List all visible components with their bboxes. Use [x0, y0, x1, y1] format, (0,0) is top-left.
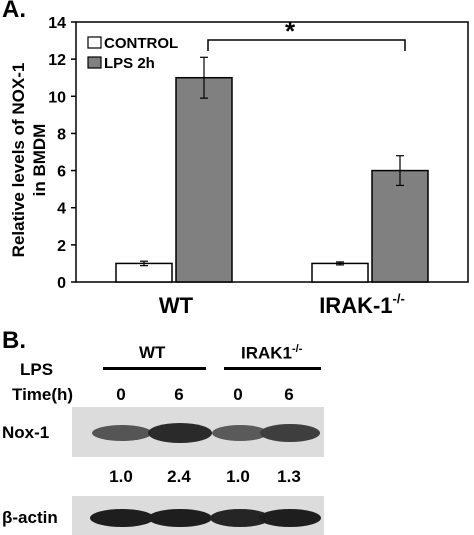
group-line-irak1: [224, 367, 321, 370]
significance-star: *: [285, 16, 296, 46]
row-label-lps: LPS: [20, 360, 54, 379]
nox1-value: 1.0: [226, 467, 250, 486]
panel-a-label: A.: [2, 0, 26, 23]
x-category-irak1: IRAK-1-/-: [319, 291, 405, 318]
time-label: 0: [233, 385, 243, 404]
time-label: 6: [174, 385, 184, 404]
legend-swatch-lps: [87, 56, 102, 69]
y-tick-label: 2: [57, 238, 66, 255]
y-tick-label: 10: [48, 89, 66, 106]
nox1-blot-image: [72, 407, 324, 457]
significance-bracket: [207, 39, 406, 51]
blot-label-beta-actin: β-actin: [2, 508, 58, 527]
y-tick-label: 12: [48, 52, 66, 69]
y-tick-label: 4: [57, 201, 66, 218]
y-tick-label: 14: [48, 15, 66, 32]
panel-b-label: B.: [2, 327, 26, 354]
row-label-time: Time(h): [12, 385, 74, 404]
time-label: 6: [284, 385, 294, 404]
time-label: 0: [116, 385, 126, 404]
legend-label-lps: LPS 2h: [104, 55, 155, 72]
bar: [311, 262, 369, 283]
svg-text:Relative levels of NOX-1: Relative levels of NOX-1: [9, 63, 28, 258]
y-tick-label: 0: [57, 275, 66, 292]
beta-actin-blot-image: [72, 496, 324, 535]
legend: CONTROL LPS 2h: [87, 35, 178, 72]
plot-frame: [75, 21, 469, 283]
blot-label-nox1: Nox-1: [2, 423, 50, 442]
bar: [371, 169, 429, 283]
legend-label-control: CONTROL: [104, 35, 178, 52]
x-category-wt: WT: [159, 293, 194, 318]
nox1-value: 1.0: [109, 467, 133, 486]
legend-swatch-control: [87, 36, 102, 49]
svg-text:in BMDM: in BMDM: [30, 124, 49, 197]
group-line-wt: [103, 367, 206, 370]
bar: [175, 76, 233, 283]
group-label-wt: WT: [139, 343, 166, 362]
y-tick-label: 6: [57, 164, 66, 181]
nox1-value: 2.4: [167, 467, 191, 486]
y-axis-label: Relative levels of NOX-1 in BMDM: [9, 63, 49, 258]
bar-chart: Relative levels of NOX-1 in BMDM 0 2 4 6 8 10…: [9, 15, 469, 318]
group-label-irak1: IRAK1-/-: [241, 343, 303, 363]
y-tick-label: 8: [57, 126, 66, 143]
nox1-value: 1.3: [277, 467, 301, 486]
